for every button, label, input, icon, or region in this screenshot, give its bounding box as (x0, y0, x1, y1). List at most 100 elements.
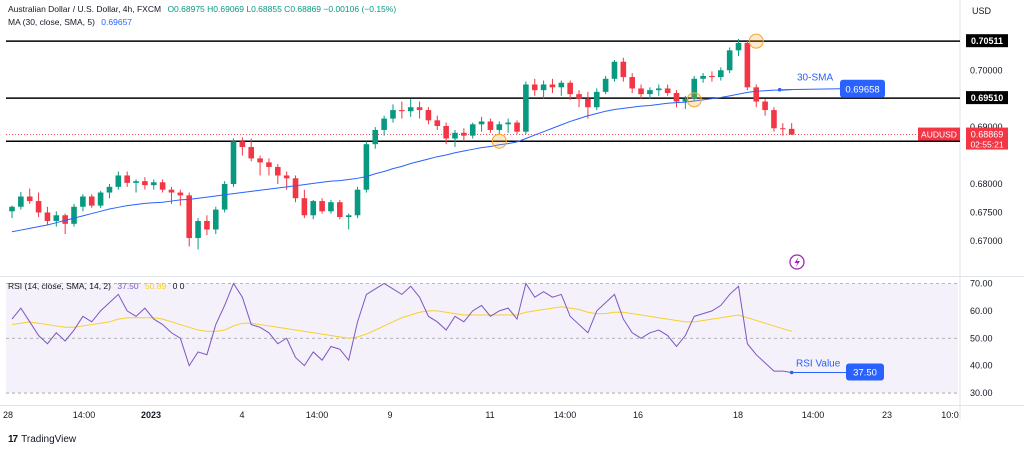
candle-body (106, 186, 113, 193)
candle-body (593, 91, 600, 108)
candle-body (744, 42, 751, 88)
candle-body (9, 206, 15, 212)
candle-body (487, 121, 494, 130)
tradingview-footer[interactable]: 17 TradingView (8, 434, 76, 445)
candle-body (80, 196, 86, 207)
candle-body (531, 84, 538, 91)
symbol-title: Australian Dollar / U.S. Dollar, 4h, FXC… (8, 4, 162, 14)
candle-body (372, 129, 379, 145)
price-tick-label: 0.68000 (970, 179, 1003, 189)
sma-line (11, 89, 792, 233)
candle-body (558, 82, 565, 88)
level-label-value: 0.69510 (971, 93, 1004, 103)
candle-body (788, 128, 795, 135)
rsi-line (11, 282, 792, 373)
highlight-marker-circle (686, 92, 702, 108)
time-tick-label: 14:00 (306, 410, 329, 420)
sma-annotation-value: 0.69658 (845, 85, 879, 96)
level-label-value: 0.70511 (971, 36, 1003, 46)
candle-body (168, 189, 175, 193)
candle-body (753, 87, 760, 102)
candle-body (638, 88, 644, 95)
candle-body (691, 78, 698, 99)
tradingview-logo-icon: 17 (8, 434, 18, 445)
candle-body (682, 98, 689, 102)
candle-body (735, 42, 742, 51)
candle-body (434, 120, 441, 126)
sma-annotation-arrow (779, 88, 841, 91)
candle-body (124, 175, 130, 183)
time-tick-label: 14:00 (802, 410, 825, 420)
candle-body (620, 61, 627, 78)
candle-body (514, 122, 520, 132)
candle-body (26, 196, 33, 202)
candle-body (275, 166, 281, 176)
candle-body (301, 198, 308, 216)
lightning-icon (789, 254, 805, 270)
price-tick-label: 0.69000 (970, 122, 1003, 132)
sma-annotation-dot (777, 87, 782, 92)
candle-body (709, 75, 715, 78)
rsi-legend[interactable]: RSI (14, close, SMA, 14, 2) 37.50 50.89 … (8, 281, 189, 292)
candle-body (150, 182, 157, 186)
candle-body (292, 178, 299, 199)
candle-body (443, 125, 449, 139)
rsi-ma-line (11, 306, 792, 339)
time-tick-label: 18 (733, 410, 743, 420)
price-tick-label: 0.67500 (970, 207, 1003, 217)
price-tick-label: 0.70000 (970, 65, 1003, 75)
candle-body (44, 212, 51, 221)
candle-body (230, 141, 237, 184)
candle-body (655, 88, 662, 91)
candle-body (337, 202, 343, 217)
symbol-legend: Australian Dollar / U.S. Dollar, 4h, FXC… (8, 4, 400, 15)
candle-body (62, 215, 68, 224)
candle-body (257, 158, 263, 163)
candle-body (35, 201, 42, 213)
rsi-annotation-dot (789, 370, 794, 375)
tradingview-brand: TradingView (21, 434, 77, 445)
candle-body (115, 175, 122, 187)
rsi-tick-label: 40.00 (970, 361, 993, 371)
candle-body (239, 141, 246, 148)
time-tick-label: 23 (882, 410, 892, 420)
ma-legend-label: MA (30, close, SMA, 5) (8, 17, 95, 27)
candle-body (345, 215, 352, 217)
highlight-marker-circle (491, 133, 507, 149)
symbol-tag-label: AUDUSD (921, 130, 957, 140)
candle-body (469, 124, 476, 136)
time-tick-label: 9 (387, 410, 392, 420)
current-price-box (966, 127, 1008, 150)
rsi-annotation-badge (846, 363, 884, 381)
rsi-tick-label: 50.00 (970, 333, 993, 343)
candle-body (673, 93, 680, 102)
candle-body (452, 132, 458, 139)
rsi-tick-label: 70.00 (970, 278, 993, 288)
candle-body (425, 110, 432, 121)
sma-annotation-label: 30-SMA (797, 73, 833, 84)
candle-body (328, 202, 334, 212)
candle-body (602, 78, 609, 92)
candle-body (567, 82, 573, 95)
candle-body (505, 122, 511, 125)
candle-body (319, 201, 325, 212)
candle-body (266, 162, 272, 167)
candle-body (478, 121, 485, 125)
candle-body (585, 98, 591, 108)
ma-legend[interactable]: MA (30, close, SMA, 5) 0.69657 (8, 17, 136, 28)
candle-body (664, 88, 671, 93)
candle-body (159, 182, 166, 190)
candle-body (177, 192, 184, 196)
candle-body (611, 61, 618, 79)
price-tick-label: 0.67000 (970, 236, 1003, 246)
time-tick-label: 28 (3, 410, 13, 420)
candle-body (576, 94, 582, 99)
candle-body (700, 75, 706, 79)
symbol-tag-box (918, 127, 960, 141)
level-label-box (966, 34, 1008, 48)
candle-body (461, 132, 467, 136)
rsi-tick-label: 30.00 (970, 388, 993, 398)
time-tick-label: 10:0 (941, 410, 959, 420)
candle-body (549, 84, 556, 88)
